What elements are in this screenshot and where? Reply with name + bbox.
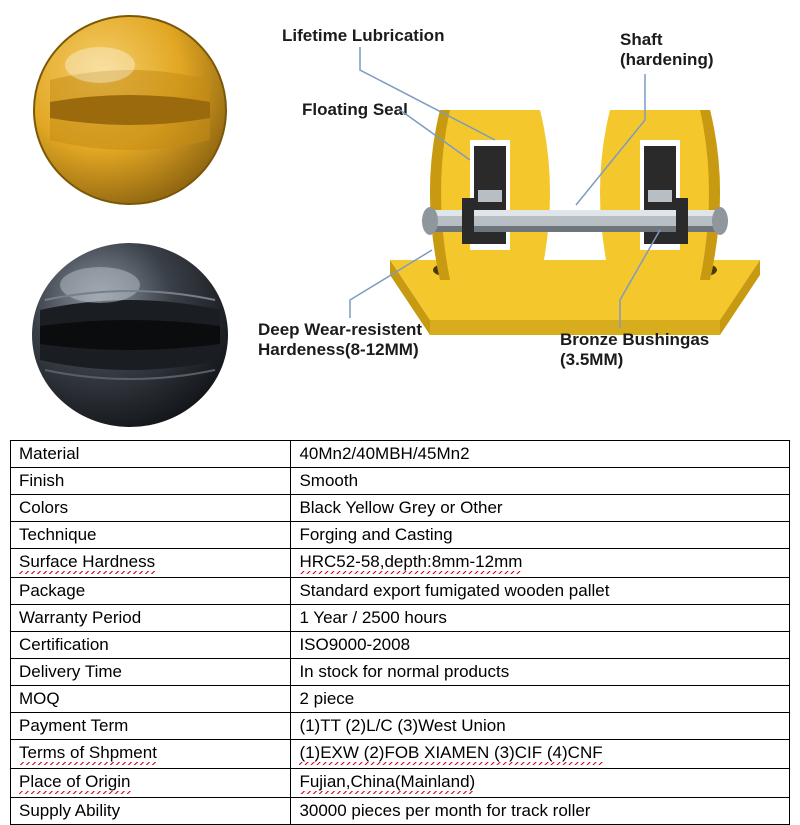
product-photo-black-roller [30,230,230,430]
table-row: Supply Ability30000 pieces per month for… [11,798,790,825]
table-row: MOQ2 piece [11,686,790,713]
spec-key: Place of Origin [11,769,291,798]
label-bronze-bushing: Bronze Bushingas (3.5MM) [560,330,709,371]
spec-value: Black Yellow Grey or Other [291,495,790,522]
spec-value: HRC52-58,depth:8mm-12mm [291,549,790,578]
spec-value: Fujian,China(Mainland) [291,769,790,798]
spec-value: 2 piece [291,686,790,713]
label-floating-seal: Floating Seal [302,100,408,120]
table-row: PackageStandard export fumigated wooden … [11,578,790,605]
table-row: Payment Term(1)TT (2)L/C (3)West Union [11,713,790,740]
spec-key: MOQ [11,686,291,713]
spec-key: Package [11,578,291,605]
table-row: CertificationISO9000-2008 [11,632,790,659]
diagram-area: Lifetime Lubrication Shaft (hardening) F… [0,0,800,440]
spec-value: ISO9000-2008 [291,632,790,659]
spec-key: Warranty Period [11,605,291,632]
spec-value: (1)EXW (2)FOB XIAMEN (3)CIF (4)CNF [291,740,790,769]
label-deep-wear: Deep Wear-resistent Hardeness(8-12MM) [258,320,422,361]
spec-value: In stock for normal products [291,659,790,686]
spec-value: (1)TT (2)L/C (3)West Union [291,713,790,740]
spec-table: Material40Mn2/40MBH/45Mn2FinishSmoothCol… [10,440,790,825]
spec-key: Finish [11,468,291,495]
product-photo-yellow-roller [30,10,230,210]
spec-value: Forging and Casting [291,522,790,549]
label-lifetime-lubrication: Lifetime Lubrication [282,26,444,46]
spec-key: Material [11,441,291,468]
table-row: Place of OriginFujian,China(Mainland) [11,769,790,798]
spec-key: Surface Hardness [11,549,291,578]
table-row: Warranty Period1 Year / 2500 hours [11,605,790,632]
spec-value: 40Mn2/40MBH/45Mn2 [291,441,790,468]
table-row: Terms of Shpment(1)EXW (2)FOB XIAMEN (3)… [11,740,790,769]
spec-key: Payment Term [11,713,291,740]
table-row: FinishSmooth [11,468,790,495]
spec-value: 1 Year / 2500 hours [291,605,790,632]
spec-value: 30000 pieces per month for track roller [291,798,790,825]
cutaway-diagram [370,70,780,360]
spec-key: Colors [11,495,291,522]
table-row: Surface HardnessHRC52-58,depth:8mm-12mm [11,549,790,578]
spec-table-body: Material40Mn2/40MBH/45Mn2FinishSmoothCol… [11,441,790,825]
spec-key: Delivery Time [11,659,291,686]
table-row: ColorsBlack Yellow Grey or Other [11,495,790,522]
table-row: Delivery TimeIn stock for normal product… [11,659,790,686]
table-row: TechniqueForging and Casting [11,522,790,549]
spec-key: Terms of Shpment [11,740,291,769]
spec-value: Smooth [291,468,790,495]
spec-value: Standard export fumigated wooden pallet [291,578,790,605]
table-row: Material40Mn2/40MBH/45Mn2 [11,441,790,468]
spec-key: Supply Ability [11,798,291,825]
spec-key: Technique [11,522,291,549]
label-shaft: Shaft (hardening) [620,30,714,71]
spec-key: Certification [11,632,291,659]
